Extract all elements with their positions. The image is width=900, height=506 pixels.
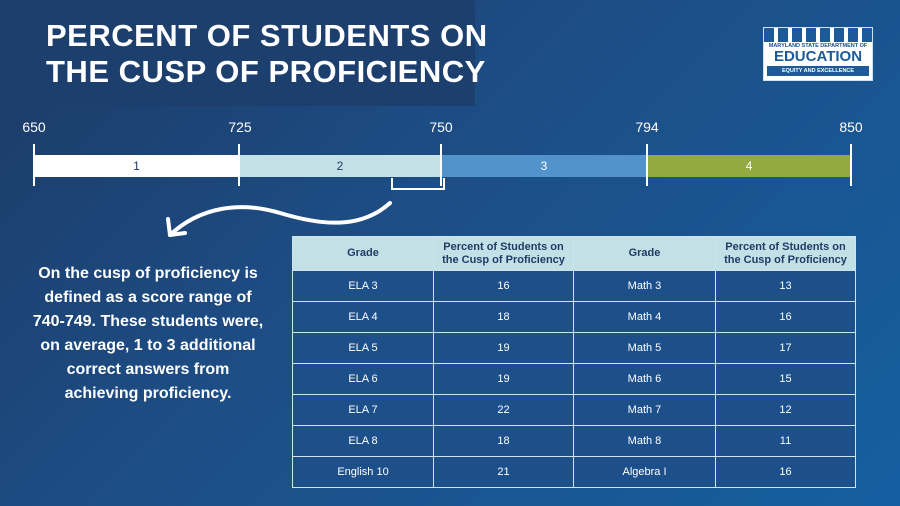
- table-cell: ELA 8: [292, 425, 434, 457]
- logo-graphic: [764, 28, 872, 42]
- table-cell: 16: [715, 456, 856, 488]
- title-box: [0, 0, 475, 106]
- table-cell: ELA 7: [292, 394, 434, 426]
- tick-label: 650: [22, 119, 46, 135]
- table-cell: 16: [715, 301, 856, 333]
- table-cell: 12: [715, 394, 856, 426]
- table-cell: Math 7: [573, 394, 716, 426]
- tick-label: 750: [429, 119, 453, 135]
- table-cell: 19: [433, 363, 574, 395]
- tick-line: [238, 144, 240, 186]
- tick-label: 794: [635, 119, 659, 135]
- table-row: ELA 3 16 Math 3 13: [292, 270, 856, 302]
- table-cell: Math 3: [573, 270, 716, 302]
- column-header: Percent of Students on the Cusp of Profi…: [715, 236, 856, 271]
- title-line-1: PERCENT OF STUDENTS ON: [46, 18, 488, 53]
- table-row: ELA 4 18 Math 4 16: [292, 301, 856, 333]
- table-cell: 18: [433, 301, 574, 333]
- table-cell: ELA 6: [292, 363, 434, 395]
- logo-text-1: MARYLAND STATE DEPARTMENT OF: [768, 43, 868, 49]
- tick-line: [646, 144, 648, 186]
- table-cell: Math 5: [573, 332, 716, 364]
- table-cell: Math 6: [573, 363, 716, 395]
- level-3-segment: 3: [441, 155, 647, 177]
- table-cell: 19: [433, 332, 574, 364]
- cusp-table: Grade Percent of Students on the Cusp of…: [292, 236, 856, 488]
- column-header: Grade: [292, 236, 434, 271]
- column-header: Grade: [573, 236, 716, 271]
- level-1-segment: 1: [34, 155, 239, 177]
- table-row: ELA 7 22 Math 7 12: [292, 394, 856, 426]
- msde-logo: MARYLAND STATE DEPARTMENT OF EDUCATION EQU…: [763, 27, 873, 81]
- tick-label: 850: [839, 119, 863, 135]
- level-2-segment: 2: [239, 155, 441, 177]
- table-cell: 15: [715, 363, 856, 395]
- tick-line: [440, 144, 442, 186]
- curved-arrow-icon: [166, 201, 392, 237]
- table-cell: 22: [433, 394, 574, 426]
- level-4-segment: 4: [647, 155, 851, 177]
- table-row: English 10 21 Algebra I 16: [292, 456, 856, 488]
- table-cell: ELA 4: [292, 301, 434, 333]
- table-row: ELA 6 19 Math 6 15: [292, 363, 856, 395]
- logo-text-2: EDUCATION: [773, 48, 863, 65]
- column-header: Percent of Students on the Cusp of Profi…: [433, 236, 574, 271]
- table-row: ELA 5 19 Math 5 17: [292, 332, 856, 364]
- table-header-row: Grade Percent of Students on the Cusp of…: [292, 236, 856, 271]
- cusp-description: On the cusp of proficiency is defined as…: [32, 265, 264, 402]
- tick-label: 725: [228, 119, 252, 135]
- cusp-bracket: [391, 178, 445, 190]
- table-cell: ELA 3: [292, 270, 434, 302]
- page-title: PERCENT OF STUDENTS ON THE CUSP OF PROFIC…: [46, 18, 488, 90]
- table-cell: ELA 5: [292, 332, 434, 364]
- table-cell: 18: [433, 425, 574, 457]
- logo-text-3: EQUITY AND EXCELLENCE: [767, 66, 869, 76]
- tick-line: [33, 144, 35, 186]
- table-cell: 16: [433, 270, 574, 302]
- table-row: ELA 8 18 Math 8 11: [292, 425, 856, 457]
- table-cell: Algebra I: [573, 456, 716, 488]
- table-cell: 13: [715, 270, 856, 302]
- table-cell: 17: [715, 332, 856, 364]
- table-cell: Math 8: [573, 425, 716, 457]
- tick-line: [850, 144, 852, 186]
- title-line-2: THE CUSP OF PROFICIENCY: [46, 54, 486, 89]
- table-cell: English 10: [292, 456, 434, 488]
- table-cell: 21: [433, 456, 574, 488]
- table-cell: Math 4: [573, 301, 716, 333]
- table-cell: 11: [715, 425, 856, 457]
